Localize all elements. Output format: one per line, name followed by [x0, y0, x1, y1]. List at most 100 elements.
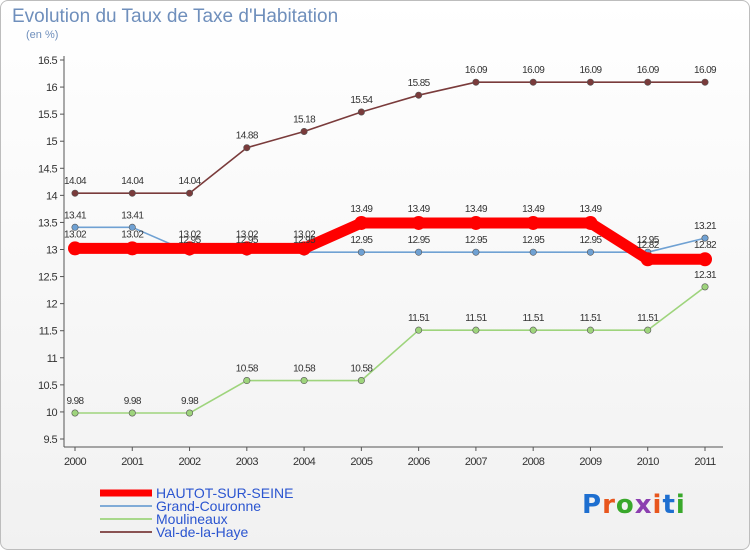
data-point — [526, 215, 541, 230]
data-label: 12.82 — [694, 240, 717, 251]
data-label: 16.09 — [579, 65, 602, 76]
data-label: 12.95 — [293, 235, 316, 246]
data-label: 12.95 — [236, 235, 259, 246]
y-tick-label: 12 — [46, 299, 58, 311]
data-point — [186, 409, 194, 417]
data-label: 12.95 — [465, 235, 488, 246]
data-point — [701, 234, 709, 242]
data-point — [243, 144, 251, 152]
y-tick-label: 13 — [46, 245, 58, 257]
logo-letter: o — [615, 490, 635, 520]
axes: 9.5 10 10.5 11 11.5 12 12.5 13 13.5 14 14.5 15 15.5 1… — [38, 55, 723, 468]
data-label: 9.98 — [66, 396, 84, 407]
data-label: 13.49 — [465, 204, 488, 215]
data-point — [415, 91, 423, 99]
data-point — [71, 409, 79, 417]
data-point — [586, 78, 594, 86]
data-point — [71, 189, 79, 197]
y-tick-label: 14.5 — [38, 163, 57, 175]
data-label: 15.54 — [350, 95, 373, 106]
data-label: 13.49 — [408, 204, 431, 215]
data-label: 14.04 — [121, 176, 144, 187]
data-label: 13.49 — [579, 204, 602, 215]
data-label: 13.49 — [522, 204, 545, 215]
y-tick-label: 16.5 — [38, 55, 57, 67]
proxiti-logo: Proxiti — [582, 490, 686, 520]
data-point — [357, 377, 365, 385]
data-point — [186, 189, 194, 197]
data-label: 13.02 — [293, 229, 316, 240]
data-label: 14.04 — [64, 176, 87, 187]
logo-letter: x — [634, 490, 653, 520]
y-tick-label: 14 — [46, 190, 58, 202]
data-label: 12.95 — [579, 235, 602, 246]
y-tick-label: 11.5 — [39, 326, 58, 338]
data-label: 13.21 — [694, 221, 717, 232]
data-point — [586, 248, 594, 256]
data-point — [583, 215, 598, 230]
data-point — [357, 108, 365, 116]
data-point — [586, 326, 594, 334]
data-point — [182, 241, 197, 256]
data-label: 10.58 — [350, 364, 373, 375]
data-label: 12.31 — [694, 270, 717, 281]
data-point — [300, 377, 308, 385]
x-tick-label: 2006 — [408, 456, 431, 468]
y-tick-label: 16 — [46, 82, 58, 94]
data-label: 14.88 — [236, 131, 259, 142]
data-point — [128, 409, 136, 417]
data-label: 12.95 — [522, 235, 545, 246]
data-point — [354, 215, 369, 230]
chart-title: Evolution du Taux de Taxe d'Habitation — [12, 6, 339, 27]
chart-subtitle: (en %) — [26, 29, 59, 41]
data-point — [644, 326, 652, 334]
data-label: 14.04 — [179, 176, 202, 187]
data-point — [357, 248, 365, 256]
x-tick-label: 2001 — [121, 456, 144, 468]
data-label: 11.51 — [523, 313, 545, 324]
data-label: 12.95 — [179, 235, 202, 246]
data-point — [297, 241, 312, 256]
data-label: 10.58 — [236, 364, 259, 375]
data-point — [529, 326, 537, 334]
data-point — [472, 78, 480, 86]
legend: HAUTOT-SUR-SEINEGrand-CouronneMoulineaux… — [100, 485, 293, 540]
data-label: 16.09 — [522, 65, 545, 76]
data-point — [243, 377, 251, 385]
series-layer — [68, 78, 712, 417]
logo-letter: r — [602, 490, 616, 520]
data-label: 12.95 — [637, 235, 660, 246]
logo-letter: t — [662, 490, 676, 520]
data-label: 10.58 — [293, 364, 316, 375]
data-point — [125, 241, 140, 256]
data-label: 13.49 — [350, 204, 373, 215]
data-point — [529, 248, 537, 256]
x-tick-label: 2004 — [293, 456, 316, 468]
data-point — [472, 248, 480, 256]
x-tick-label: 2002 — [179, 456, 202, 468]
legend-label: Moulineaux — [156, 511, 228, 527]
y-tick-label: 15 — [46, 136, 58, 148]
x-tick-label: 2000 — [64, 456, 87, 468]
x-tick-label: 2008 — [522, 456, 545, 468]
legend-label: Grand-Couronne — [156, 498, 261, 514]
data-label: 13.41 — [64, 210, 87, 221]
data-label: 16.09 — [694, 65, 717, 76]
y-tick-label: 12.5 — [38, 272, 57, 284]
data-point — [71, 223, 79, 231]
y-tick-label: 9.5 — [44, 434, 58, 446]
data-label: 13.02 — [121, 229, 144, 240]
y-tick-label: 15.5 — [38, 109, 57, 121]
data-point — [68, 241, 82, 256]
data-label: 9.98 — [124, 396, 142, 407]
data-label: 11.51 — [637, 313, 659, 324]
data-label: 9.98 — [181, 396, 199, 407]
y-tick-label: 11 — [47, 353, 58, 365]
x-tick-label: 2011 — [694, 456, 716, 468]
data-point — [701, 78, 709, 86]
data-labels: 13.02 13.02 13.02 13.02 13.02 13.49 13.49 13.49… — [64, 65, 718, 407]
series-line-3 — [75, 81, 705, 194]
x-tick-label: 2007 — [465, 456, 488, 468]
y-tick-label: 10.5 — [38, 380, 57, 392]
